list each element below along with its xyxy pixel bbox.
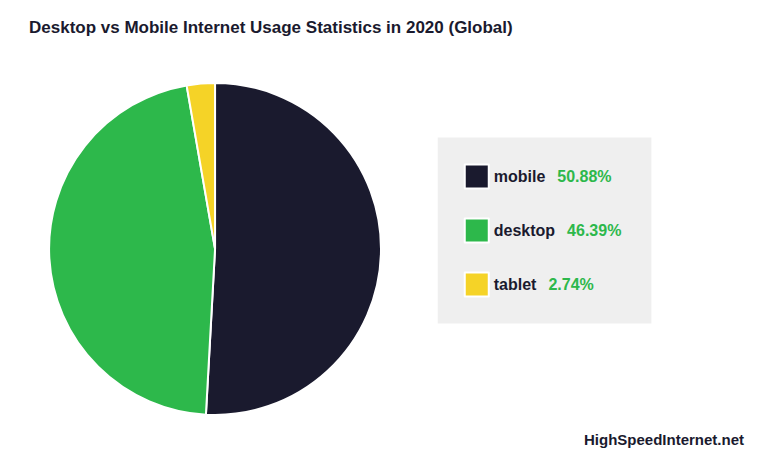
svg-text:2.74%: 2.74% bbox=[548, 276, 593, 293]
svg-text:Desktop vs Mobile Internet Usa: Desktop vs Mobile Internet Usage Statist… bbox=[29, 18, 513, 37]
svg-text:tablet: tablet bbox=[494, 276, 537, 293]
svg-text:50.88%: 50.88% bbox=[557, 168, 611, 185]
svg-text:desktop: desktop bbox=[494, 222, 556, 239]
svg-text:HighSpeedInternet.net: HighSpeedInternet.net bbox=[584, 431, 744, 448]
svg-text:mobile: mobile bbox=[494, 168, 546, 185]
svg-text:46.39%: 46.39% bbox=[567, 222, 621, 239]
